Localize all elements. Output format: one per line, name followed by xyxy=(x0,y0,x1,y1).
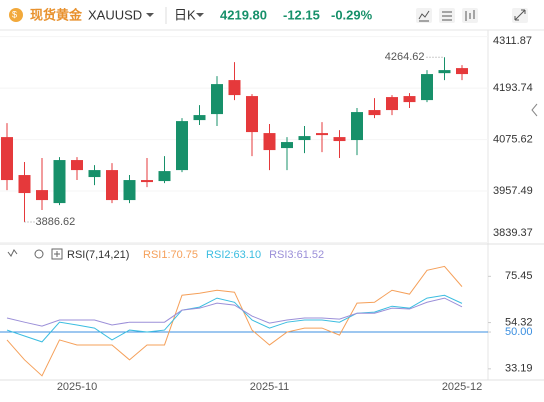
tool-icon xyxy=(418,10,430,22)
x-tick-label: 2025-10 xyxy=(57,381,97,393)
x-tick-label: 2025-12 xyxy=(442,381,482,393)
y-tick-label: 4193.74 xyxy=(493,82,533,94)
rsi-line xyxy=(6,294,463,343)
candle-body xyxy=(36,190,48,201)
rsi-title: RSI(7,14,21) xyxy=(67,249,129,261)
y-tick-label: 33.19 xyxy=(505,363,533,375)
candle-body xyxy=(263,133,276,151)
y-tick-label: 54.32 xyxy=(505,316,533,328)
legend-entry: RSI3:61.52 xyxy=(269,249,324,261)
change-pct: -0.29% xyxy=(331,7,373,22)
dropdown-arrow[interactable] xyxy=(146,13,154,17)
y-tick-label: 75.45 xyxy=(505,270,533,282)
candle-body xyxy=(281,142,293,149)
candle-body xyxy=(316,133,328,136)
legend-entry: RSI1:70.75 xyxy=(143,249,198,261)
y-tick-label: 4311.87 xyxy=(493,35,532,47)
symbol[interactable]: XAUUSD xyxy=(88,7,142,22)
gold-icon-glyph: $ xyxy=(12,9,17,19)
period-arrow[interactable] xyxy=(196,13,204,17)
change: -12.15 xyxy=(283,7,320,22)
tool-icon xyxy=(442,11,452,21)
legend-entry: RSI2:63.10 xyxy=(206,249,261,261)
candle-body xyxy=(158,171,171,182)
candle-body xyxy=(403,96,416,103)
candle-body xyxy=(456,68,468,75)
y-tick-label: 3957.49 xyxy=(493,185,533,197)
candle-body xyxy=(368,110,381,116)
rsi-icon[interactable] xyxy=(7,249,18,257)
candle-body xyxy=(18,175,31,194)
y-tick-label: 4075.62 xyxy=(493,133,533,145)
candle-body xyxy=(246,96,258,133)
x-tick-label: 2025-11 xyxy=(250,381,290,393)
candle-body xyxy=(106,170,118,201)
candle-body xyxy=(176,121,188,171)
candle-body xyxy=(123,180,136,201)
y-tick-label: 3839.37 xyxy=(493,227,533,239)
expand-icon xyxy=(514,9,526,21)
rsi-line xyxy=(6,297,463,327)
candle-body xyxy=(421,74,433,101)
price: 4219.80 xyxy=(220,7,267,22)
rsi-line xyxy=(6,265,463,377)
candle-body xyxy=(71,160,83,171)
candle-body xyxy=(1,137,13,181)
max-label: 4264.62 xyxy=(385,51,425,63)
collapse-arrow[interactable] xyxy=(531,103,538,117)
candle-body xyxy=(386,97,398,111)
settings-icon[interactable] xyxy=(34,249,44,259)
candle-body xyxy=(228,80,241,96)
candle-body xyxy=(438,70,451,74)
candle-body xyxy=(333,137,346,142)
min-label: 3886.62 xyxy=(36,216,76,228)
instrument-name[interactable]: 现货黄金 xyxy=(30,7,83,22)
y-tick-label: 50.00 xyxy=(505,326,533,338)
candle-body xyxy=(351,112,363,141)
candle-body xyxy=(298,136,311,141)
candle-body xyxy=(141,180,153,183)
add-icon[interactable] xyxy=(51,248,63,260)
add-icon-plus xyxy=(54,251,60,257)
gold-icon xyxy=(9,8,23,22)
candle-body xyxy=(193,115,206,121)
candle-body xyxy=(211,84,223,115)
tool-icon xyxy=(465,10,475,21)
period[interactable]: 日K xyxy=(174,7,196,22)
candle-body xyxy=(53,160,66,204)
candle-body xyxy=(88,170,101,178)
